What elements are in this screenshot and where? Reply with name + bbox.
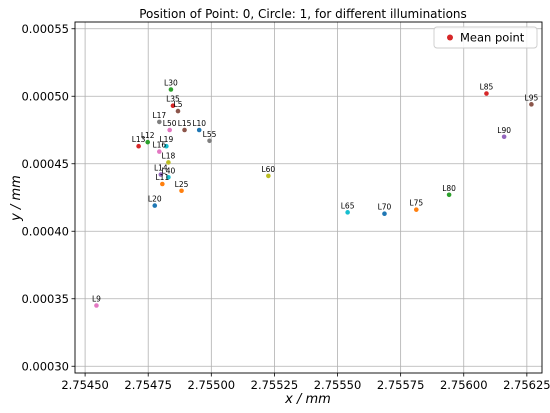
data-point: [152, 203, 158, 208]
data-point: [446, 192, 452, 198]
data-point: [266, 173, 271, 179]
data-point: [164, 143, 169, 149]
data-point: [145, 139, 151, 145]
point-label: L10: [192, 119, 206, 128]
point-label: L60: [261, 165, 275, 174]
x-axis-ticks: 2.75450 2.75475 2.75500 2.75525 2.75550 2.755…: [61, 373, 550, 392]
point-label: L85: [480, 83, 494, 92]
x-axis-title: x / mm: [284, 392, 331, 407]
data-point: [170, 103, 176, 108]
data-point: [175, 108, 181, 114]
x-tick-label: 2.75625: [503, 378, 550, 392]
y-tick-label: 0.00050: [21, 89, 69, 103]
point-label: L14: [154, 164, 168, 173]
data-point: [167, 127, 172, 133]
legend: Mean point: [433, 26, 538, 49]
data-point: [345, 210, 350, 215]
data-point: [168, 87, 174, 92]
point-label: L50: [163, 119, 177, 128]
y-tick-label: 0.00055: [21, 22, 69, 36]
data-point: [382, 211, 387, 216]
point-label: L90: [497, 126, 511, 135]
point-label: L13: [132, 135, 146, 144]
point-label: L95: [525, 93, 539, 102]
point-label: L17: [152, 111, 166, 120]
data-point: [136, 143, 141, 149]
y-tick-label: 0.00035: [21, 292, 69, 306]
grid: [75, 22, 542, 373]
point-label: L11: [155, 173, 169, 182]
legend-box: [433, 26, 538, 49]
legend-label: Mean point: [460, 31, 525, 45]
point-label: L65: [341, 201, 355, 210]
data-point: [207, 138, 212, 144]
point-label: L80: [442, 184, 456, 193]
point-label: L70: [378, 203, 392, 212]
point-label: L15: [178, 119, 192, 128]
y-tick-label: 0.00040: [21, 224, 69, 238]
y-axis-title: y / mm: [9, 175, 24, 222]
point-label: L5: [174, 100, 183, 109]
x-tick-label: 2.75550: [314, 378, 362, 392]
point-label: L19: [160, 135, 174, 144]
point-label: L75: [409, 199, 423, 208]
point-label: L18: [162, 151, 176, 160]
y-tick-label: 0.00045: [21, 157, 69, 171]
y-tick-label: 0.00030: [21, 359, 69, 373]
data-point: [501, 134, 507, 140]
data-point: [166, 174, 171, 180]
x-tick-label: 2.75475: [124, 378, 172, 392]
point-label: L20: [148, 195, 162, 204]
data-point: [157, 149, 162, 154]
legend-marker: [447, 34, 453, 41]
y-axis-ticks: 0.00030 0.00035 0.00040 0.00045 0.00050 0.000…: [21, 22, 75, 373]
x-tick-label: 2.75600: [440, 378, 488, 392]
data-point: [484, 91, 489, 96]
x-tick-label: 2.75525: [251, 378, 299, 392]
data-point: [529, 102, 534, 107]
plot-frame: [74, 21, 543, 374]
point-label: L16: [152, 141, 166, 150]
point-label: L35: [166, 95, 180, 104]
point-label: L30: [164, 79, 178, 88]
data-point: [94, 303, 99, 308]
point-label: L55: [203, 130, 217, 139]
x-tick-label: 2.75575: [377, 378, 425, 392]
point-label: L9: [92, 295, 101, 304]
data-point: [157, 119, 162, 125]
data-point: [196, 127, 202, 133]
data-point: [160, 181, 165, 187]
x-tick-label: 2.75450: [61, 378, 109, 392]
point-label: L40: [162, 166, 176, 175]
point-label: L12: [141, 131, 155, 140]
data-point: [413, 207, 419, 212]
data-point: [166, 160, 171, 165]
data-point: [179, 188, 184, 194]
data-point: [182, 127, 187, 133]
point-label: L25: [175, 180, 189, 189]
data-point: [158, 172, 164, 177]
chart-title: Position of Point: 0, Circle: 1, for dif…: [139, 7, 467, 21]
x-tick-label: 2.75500: [188, 378, 236, 392]
